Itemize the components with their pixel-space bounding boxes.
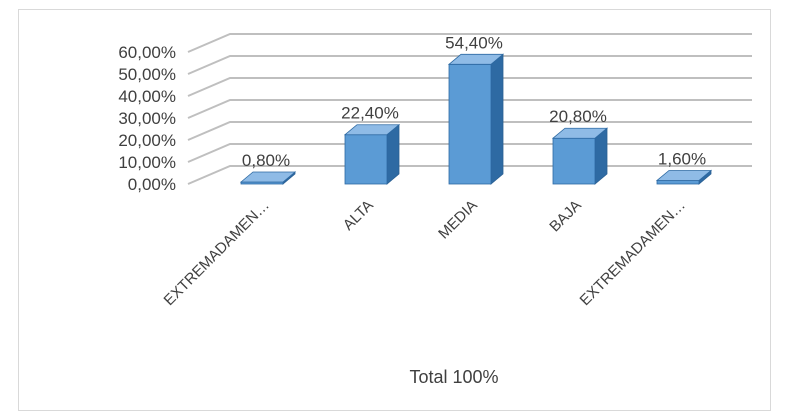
x-axis-categories: EXTREMADAMEN… ALTA MEDIA BAJAEXTREMADAMEN…: [161, 197, 689, 309]
y-tick-label: 50,00%: [118, 65, 176, 84]
gridline: [187, 33, 752, 53]
bar: [551, 127, 609, 185]
bar: [343, 123, 401, 185]
y-axis-ticks: 0,00% 10,00% 20,00% 30,00% 40,00% 50,00% 60,00…: [118, 43, 176, 194]
gridline: [187, 99, 752, 119]
gridline: [187, 77, 752, 97]
data-label: 54,40%: [445, 33, 503, 52]
category-label: BAJA: [546, 197, 585, 236]
category-label: MEDIA: [435, 197, 481, 243]
data-label: 1,60%: [658, 149, 706, 168]
y-tick-label: 60,00%: [118, 43, 176, 62]
data-label: 22,40%: [341, 104, 399, 123]
y-tick-label: 40,00%: [118, 87, 176, 106]
bar-front: [344, 134, 388, 185]
y-tick-label: 10,00%: [118, 153, 176, 172]
chart-frame: [18, 9, 771, 411]
bar-side: [490, 53, 504, 185]
bar-top: [447, 53, 505, 65]
gridline: [187, 55, 752, 75]
y-tick-label: 20,00%: [118, 131, 176, 150]
bar-front: [656, 180, 700, 185]
bar: [239, 171, 297, 185]
y-tick-label: 30,00%: [118, 109, 176, 128]
data-label: 0,80%: [242, 151, 290, 170]
category-label: EXTREMADAMEN…: [161, 197, 273, 309]
data-label: 20,80%: [549, 107, 607, 126]
category-label: ALTA: [340, 197, 377, 234]
bar-top: [239, 171, 297, 183]
bar-front: [448, 63, 492, 185]
category-label: EXTREMADAMEN…: [577, 197, 689, 309]
x-axis-title: Total 100%: [409, 367, 498, 387]
bar-top: [343, 124, 401, 136]
y-tick-label: 0,00%: [128, 175, 176, 194]
bar: [655, 169, 713, 185]
bar: [447, 53, 505, 185]
bar-top: [655, 170, 713, 181]
bar-front: [552, 137, 596, 185]
bar-top: [551, 127, 609, 139]
data-labels: 0,80% 22,40% 54,40% 20,80% 1,60%: [242, 33, 706, 170]
gridline: [187, 121, 752, 141]
bars: [239, 53, 713, 185]
